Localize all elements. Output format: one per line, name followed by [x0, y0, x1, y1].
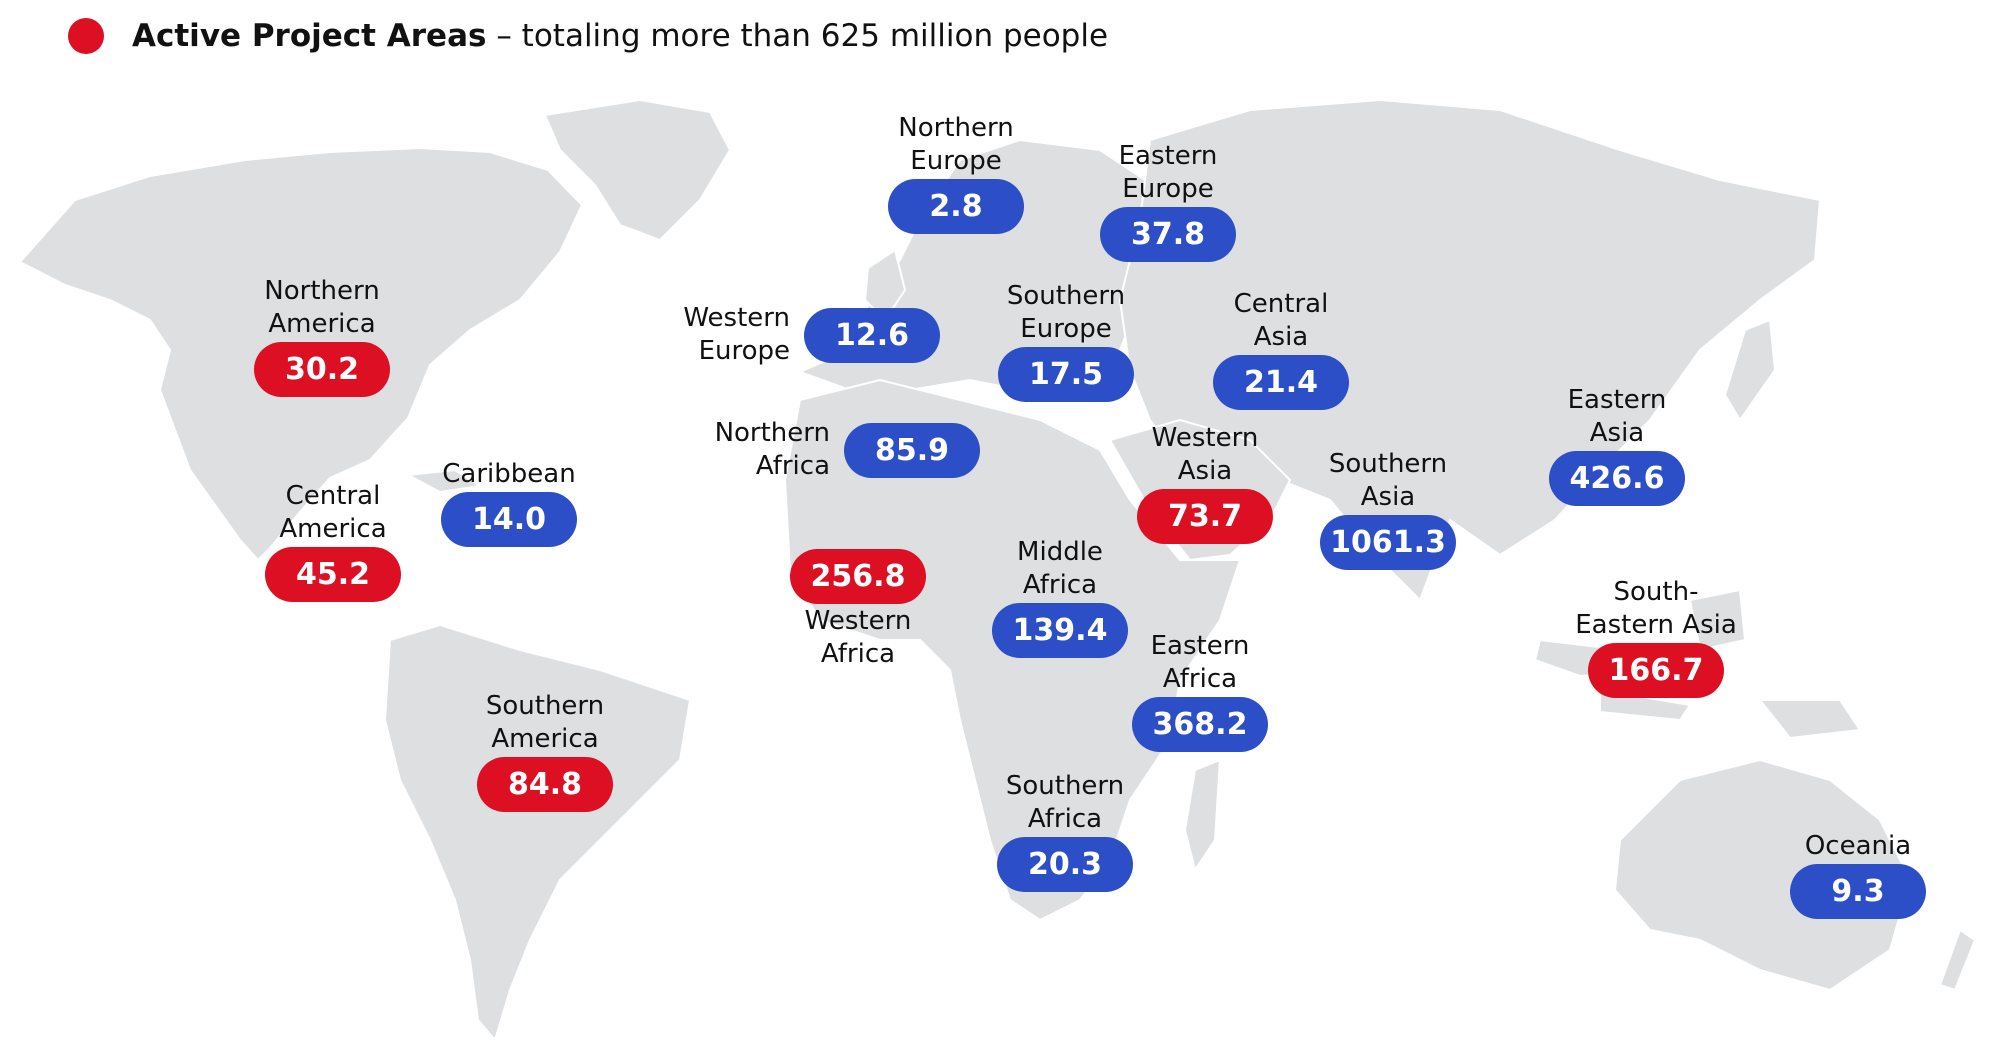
region-name: Africa: [1027, 804, 1103, 834]
value-badge: 45.2: [265, 547, 401, 602]
region-name: Europe: [1020, 314, 1112, 344]
region-northern-africa: Northern Africa 85.9: [660, 417, 1000, 483]
region-name: America: [268, 309, 376, 339]
region-name: Eastern: [1118, 141, 1218, 171]
region-name-group: Northern Africa: [660, 417, 830, 483]
region-name: Africa: [820, 639, 896, 669]
region-southern-africa: Southern Africa 20.3: [945, 770, 1185, 893]
region-name: Southern: [1006, 281, 1126, 311]
region-name: Asia: [1589, 418, 1645, 448]
region-name: Asia: [1253, 322, 1309, 352]
japan-islands: [1723, 318, 1777, 422]
region-western-europe: Western Europe 12.6: [620, 302, 940, 368]
region-central-america: Central America 45.2: [213, 480, 453, 603]
region-name: South-: [1613, 577, 1699, 607]
region-name: Western: [1151, 423, 1259, 453]
value-badge: 256.8: [790, 549, 926, 604]
region-name: Central: [1233, 289, 1329, 319]
greenland-landmass: [543, 98, 732, 242]
british-isles: [863, 248, 907, 322]
value-badge: 2.8: [888, 179, 1024, 234]
region-name: Europe: [698, 336, 790, 366]
region-name: Oceania: [1804, 831, 1912, 861]
active-legend-dot-icon: [68, 18, 104, 54]
region-northern-europe: Northern Europe 2.8: [836, 112, 1076, 235]
region-name: America: [491, 724, 599, 754]
region-name: Europe: [1122, 174, 1214, 204]
region-name: Northern: [714, 418, 830, 448]
region-southern-america: Southern America 84.8: [425, 690, 665, 813]
region-oceania: Oceania 9.3: [1738, 830, 1978, 920]
legend: Active Project Areas – totaling more tha…: [68, 14, 1108, 58]
value-badge: 14.0: [441, 492, 577, 547]
region-name: Western: [804, 606, 912, 636]
value-badge: 21.4: [1213, 355, 1349, 410]
region-name: Africa: [1022, 570, 1098, 600]
region-name: Northern: [898, 113, 1014, 143]
region-name: Western: [683, 303, 790, 333]
region-name: Southern: [485, 691, 605, 721]
value-badge: 37.8: [1100, 207, 1236, 262]
legend-subtitle: – totaling more than 625 million people: [486, 18, 1109, 54]
region-southern-europe: Southern Europe 17.5: [946, 280, 1186, 403]
region-caribbean: Caribbean 14.0: [389, 458, 629, 548]
region-name: America: [279, 514, 387, 544]
region-south-eastern-asia: South- Eastern Asia 166.7: [1536, 576, 1776, 699]
region-name: Eastern: [1567, 385, 1667, 415]
region-name: Caribbean: [442, 459, 576, 489]
region-name: Africa: [755, 451, 830, 481]
region-central-asia: Central Asia 21.4: [1161, 288, 1401, 411]
value-badge: 368.2: [1132, 697, 1268, 752]
region-name: Southern: [1328, 449, 1448, 479]
value-badge: 20.3: [997, 837, 1133, 892]
region-western-asia: Western Asia 73.7: [1085, 422, 1325, 545]
value-badge: 9.3: [1790, 864, 1926, 919]
region-name: Europe: [910, 146, 1002, 176]
region-eastern-europe: Eastern Europe 37.8: [1048, 140, 1288, 263]
region-name: Southern: [1005, 771, 1125, 801]
value-badge: 12.6: [804, 307, 940, 363]
new-zealand-islands: [1938, 928, 1977, 992]
value-badge: 139.4: [992, 603, 1128, 658]
region-name: Africa: [1162, 664, 1238, 694]
region-middle-africa: Middle Africa 139.4: [940, 536, 1180, 659]
value-badge: 1061.3: [1320, 515, 1456, 570]
legend-title: Active Project Areas: [132, 18, 487, 54]
region-name: Asia: [1177, 456, 1233, 486]
region-name: Eastern Asia: [1575, 610, 1737, 640]
region-eastern-africa: Eastern Africa 368.2: [1080, 630, 1320, 753]
region-name: Eastern: [1150, 631, 1250, 661]
region-name-group: Western Europe: [620, 302, 790, 368]
region-name: Central: [285, 481, 381, 511]
value-badge: 17.5: [998, 347, 1134, 402]
region-name: Asia: [1360, 482, 1416, 512]
australia-landmass: [1613, 758, 1912, 992]
south-america-landmass: [383, 623, 692, 1043]
value-badge: 166.7: [1588, 643, 1724, 698]
legend-text: Active Project Areas – totaling more tha…: [132, 18, 1108, 54]
region-western-africa: 256.8 Western Africa: [738, 548, 978, 671]
region-name: Northern: [264, 276, 380, 306]
region-southern-asia: Southern Asia 1061.3: [1268, 448, 1508, 571]
value-badge: 30.2: [254, 342, 390, 397]
value-badge: 85.9: [844, 422, 980, 478]
value-badge: 84.8: [477, 757, 613, 812]
value-badge: 426.6: [1549, 451, 1685, 506]
madagascar-island: [1183, 758, 1222, 873]
region-name: Middle: [1017, 537, 1103, 567]
region-eastern-asia: Eastern Asia 426.6: [1497, 384, 1737, 507]
region-northern-america: Northern America 30.2: [202, 275, 442, 398]
value-badge: 73.7: [1137, 489, 1273, 544]
